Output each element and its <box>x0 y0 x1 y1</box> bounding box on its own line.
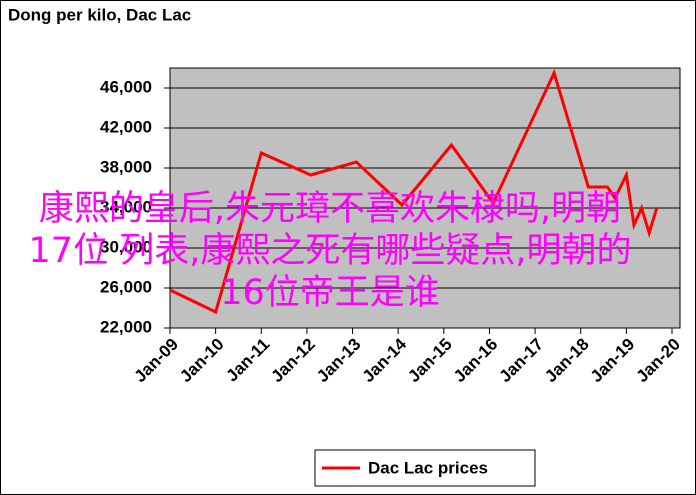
y-tick-label: 26,000 <box>100 277 152 296</box>
y-tick-label: 42,000 <box>100 117 152 136</box>
legend <box>314 449 536 487</box>
y-tick-label: 30,000 <box>100 237 152 256</box>
chart-title: Dong per kilo, Dac Lac <box>8 5 191 24</box>
plot-area <box>169 67 681 329</box>
legend-label: Dac Lac prices <box>368 458 488 477</box>
y-tick-label: 34,000 <box>100 197 152 216</box>
y-tick-label: 46,000 <box>100 77 152 96</box>
y-tick-label: 22,000 <box>100 317 152 336</box>
overlay-text: 康熙的皇后,朱元璋不喜欢朱棣吗,明朝17位 列表,康熙之死有哪些疑点,明朝的16… <box>28 189 632 313</box>
line-series <box>169 68 659 315</box>
y-tick-label: 38,000 <box>100 157 152 176</box>
